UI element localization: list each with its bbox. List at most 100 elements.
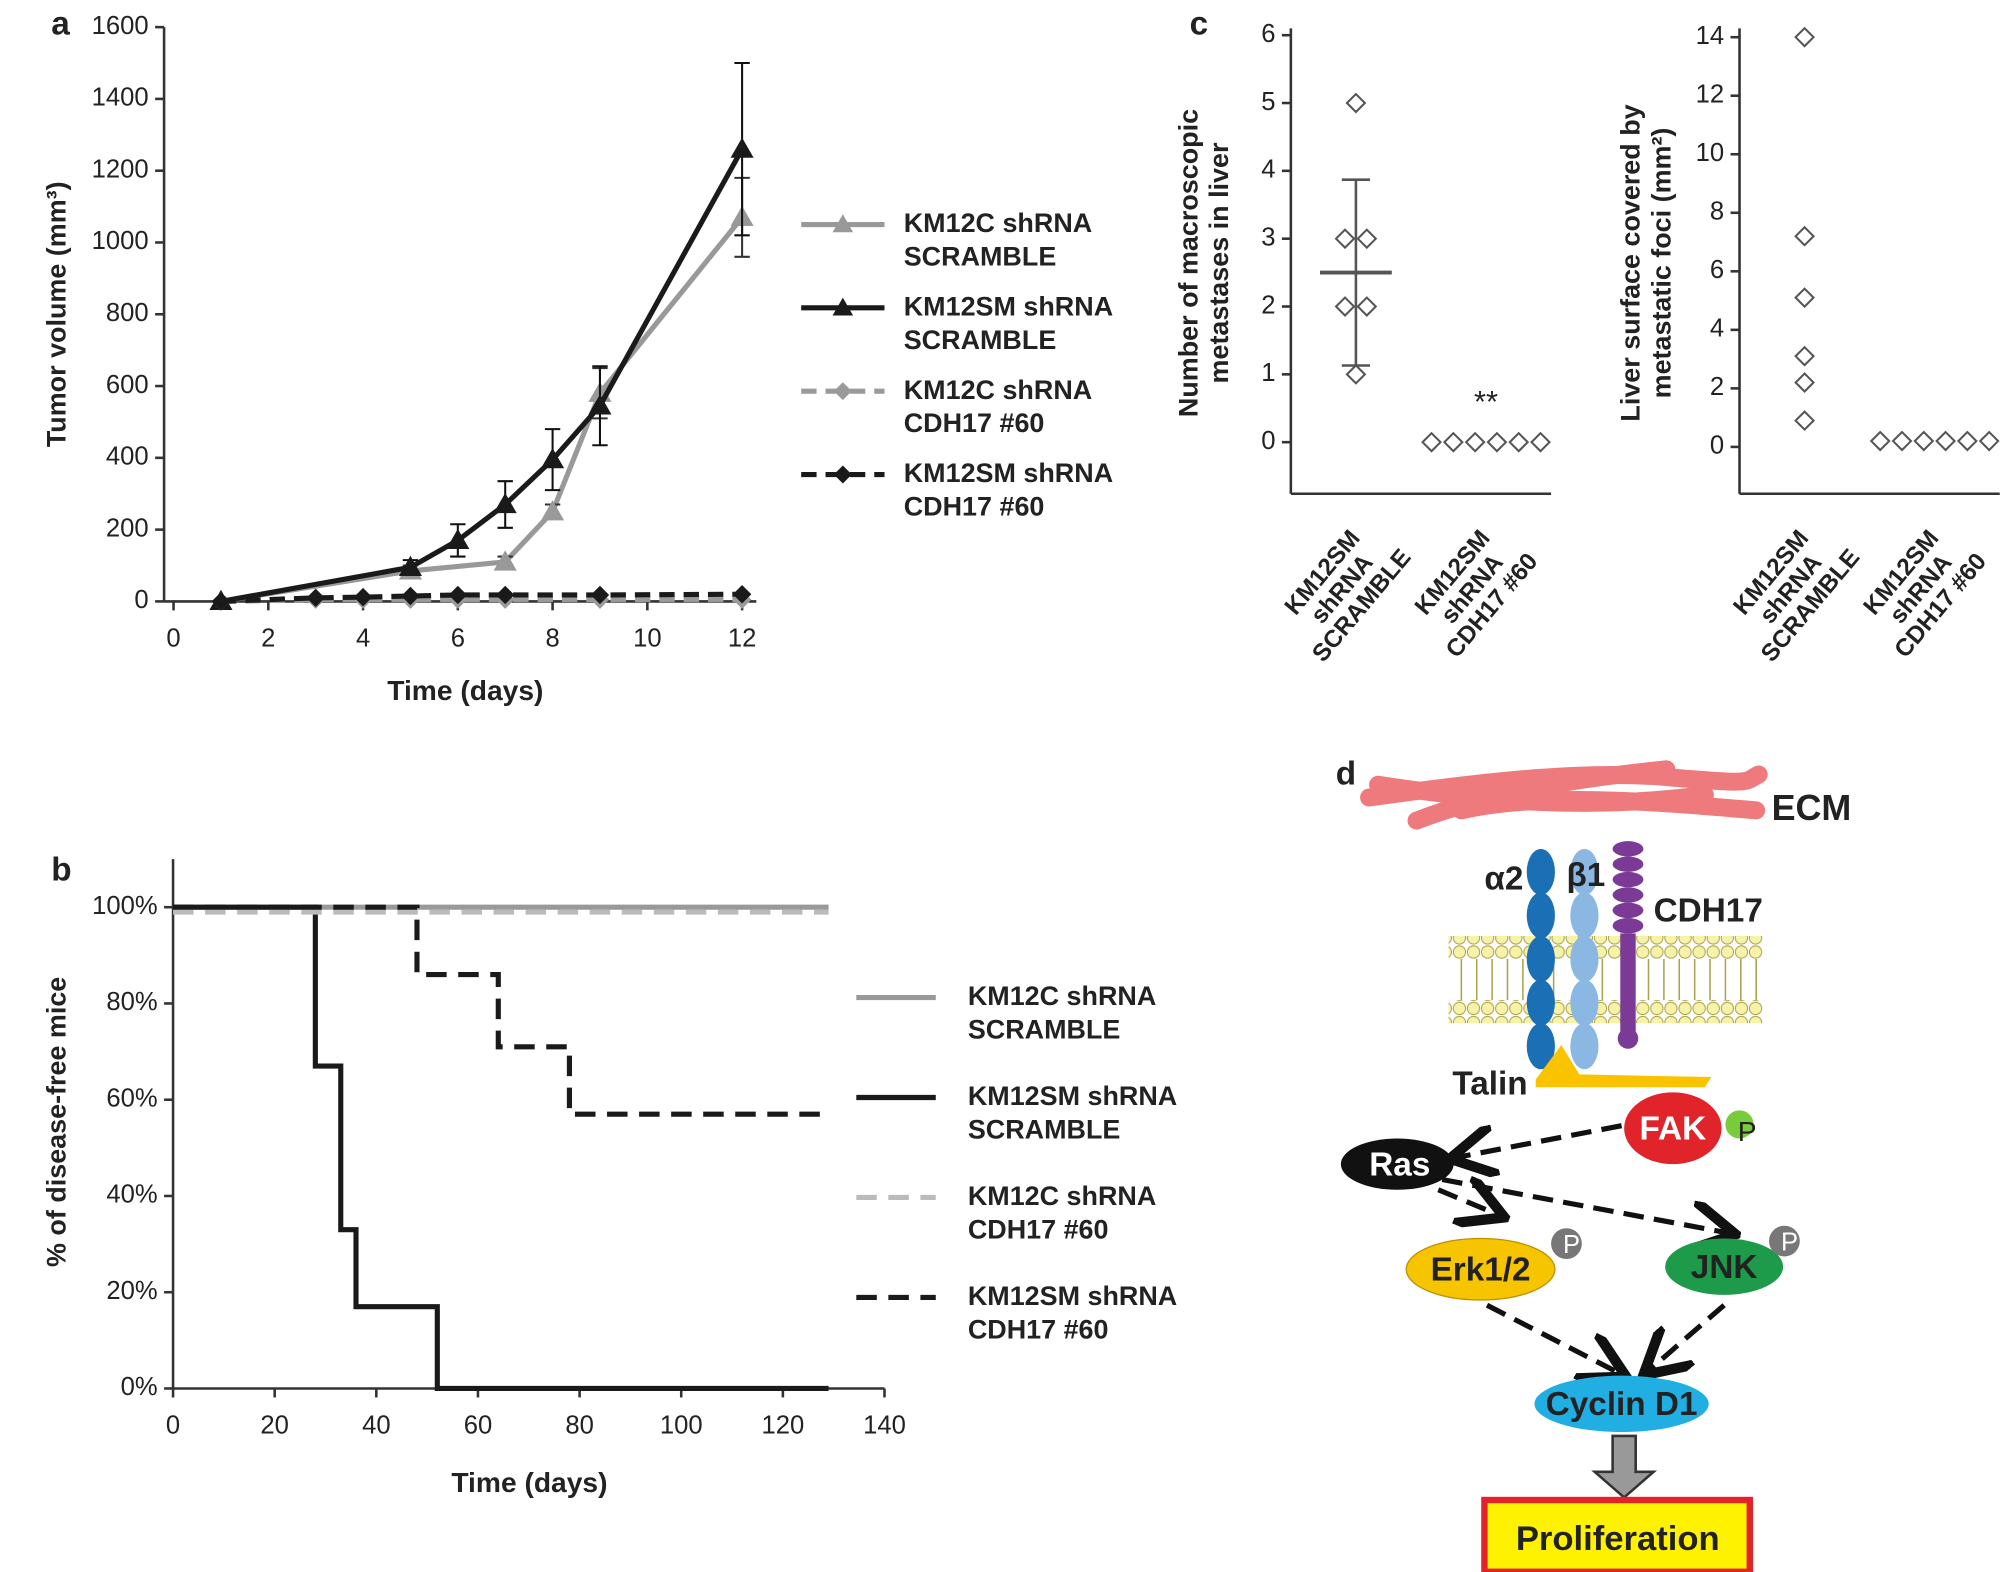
y-tick-label: 200 — [106, 514, 149, 542]
marker — [493, 492, 517, 514]
legend-label: KM12C shRNA SCRAMBLE — [967, 982, 1156, 1045]
data-point — [1794, 287, 1816, 309]
node-label: FAK — [1640, 1111, 1707, 1148]
data-point — [1486, 431, 1508, 453]
y-tick-label: 100% — [92, 892, 158, 920]
node-label: Erk1/2 — [1431, 1252, 1531, 1289]
output-label: Proliferation — [1516, 1520, 1720, 1558]
marker — [493, 550, 517, 571]
marker — [732, 585, 752, 604]
data-point — [1345, 92, 1367, 114]
legend-label: KM12SM shRNA SCRAMBLE — [903, 292, 1113, 356]
y-tick-label: 1 — [1261, 359, 1275, 387]
marker — [730, 137, 754, 158]
x-tick-label: 0 — [166, 1412, 180, 1440]
y-tick-label: 0% — [121, 1373, 158, 1401]
data-point — [1913, 430, 1935, 452]
x-tick-label: 60 — [464, 1412, 493, 1440]
panel-label: b — [51, 852, 71, 889]
text-box: KM12SM shRNA SCRAMBLE — [903, 292, 1113, 356]
node-jnk — [1665, 1238, 1784, 1295]
category-label: KM12SM shRNA CDH17 #60 — [1410, 525, 1544, 664]
category-label: KM12SM shRNA SCRAMBLE — [1280, 525, 1417, 668]
data-point — [1869, 430, 1891, 452]
series-line — [173, 904, 829, 1392]
legend-marker — [833, 382, 852, 401]
x-tick-label: 0 — [166, 625, 180, 653]
y-tick-label: 2 — [1261, 291, 1275, 319]
y-tick-label: 400 — [106, 443, 149, 471]
marker — [401, 586, 420, 606]
y-tick-label: 80% — [106, 988, 157, 1016]
x-tick-label: 6 — [451, 625, 465, 653]
data-point — [1334, 228, 1356, 250]
text-box: KM12SM shRNA SCRAMBLE — [967, 1082, 1177, 1145]
y-tick-label: 1600 — [92, 12, 149, 40]
y-tick-label: 600 — [106, 371, 149, 399]
data-point — [1891, 430, 1913, 452]
node-fak — [1624, 1092, 1722, 1165]
phospho — [1551, 1228, 1582, 1260]
legend-label: KM12C shRNA CDH17 #60 — [967, 1182, 1156, 1245]
x-tick-label: 100 — [660, 1412, 703, 1440]
x-tick-label: 40 — [362, 1412, 391, 1440]
sd-bar — [1341, 178, 1371, 367]
data-point — [1334, 296, 1356, 317]
category-label: KM12SM shRNA SCRAMBLE — [1728, 525, 1866, 668]
data-point — [1464, 431, 1486, 453]
data-point — [1530, 431, 1551, 453]
y-tick-label: 1400 — [92, 84, 149, 112]
text-box: KM12SM shRNA CDH17 #60 — [968, 1282, 1176, 1345]
text-box: KM12SM shRNA SCRAMBLE — [1280, 525, 1417, 668]
phospho-label: P — [1738, 1115, 1757, 1147]
data-point — [1356, 228, 1378, 250]
y-tick-label: 5 — [1261, 88, 1275, 116]
phospho-label: P — [1781, 1228, 1798, 1256]
marker — [541, 448, 565, 469]
y-tick-label: 4 — [1710, 315, 1724, 343]
ecm-fibers — [1360, 760, 1768, 830]
marker — [541, 500, 565, 521]
text-box: % of disease-free mice — [42, 977, 71, 1267]
y-tick-label: 40% — [106, 1181, 157, 1209]
node-cyclin — [1534, 1375, 1709, 1433]
y-tick-label: 2 — [1710, 373, 1724, 401]
text-box: KM12SM shRNA CDH17 #60 — [1410, 525, 1544, 664]
y-axis-title: Liver surface covered by metastatic foci… — [1616, 104, 1677, 422]
node-label: Cyclin D1 — [1546, 1386, 1698, 1423]
node-label: Ras — [1369, 1147, 1430, 1184]
data-point — [1935, 430, 1957, 452]
text-box: KM12C shRNA CDH17 #60 — [967, 1182, 1156, 1245]
y-tick-label: 1000 — [92, 227, 149, 255]
y-tick-label: 0 — [134, 586, 148, 614]
legend-label: KM12C shRNA CDH17 #60 — [903, 375, 1092, 439]
y-tick-label: 6 — [1261, 20, 1275, 48]
x-tick-label: 80 — [565, 1412, 594, 1440]
x-tick-label: 12 — [728, 625, 757, 653]
x-tick-label: 120 — [761, 1412, 804, 1440]
y-tick-label: 3 — [1261, 223, 1275, 251]
legend-label: KM12SM shRNA CDH17 #60 — [903, 459, 1113, 522]
receptors — [1526, 841, 1644, 1070]
y-tick-label: 4 — [1261, 156, 1275, 184]
legend-label: KM12SM shRNA SCRAMBLE — [967, 1082, 1177, 1145]
legend-marker — [833, 465, 852, 484]
legend-marker — [832, 297, 854, 316]
x-axis-title: Time (days) — [451, 1466, 607, 1498]
y-axis-title: Tumor volume (mm³) — [42, 181, 72, 448]
series-line — [220, 215, 745, 604]
output-box — [1481, 1496, 1753, 1572]
y-tick-label: 800 — [106, 299, 149, 327]
data-point — [1421, 431, 1442, 453]
y-tick-label: 0 — [1261, 427, 1275, 455]
legend-label: KM12C shRNA SCRAMBLE — [903, 209, 1092, 272]
x-axis-title: Time (days) — [387, 674, 543, 706]
y-tick-label: 60% — [106, 1084, 157, 1112]
data-point — [1794, 345, 1816, 367]
data-point — [1794, 410, 1816, 431]
data-point — [1956, 430, 1978, 452]
text-box: KM12SM shRNA CDH17 #60 — [903, 459, 1113, 522]
data-point — [1345, 363, 1367, 385]
data-point — [1442, 431, 1464, 453]
